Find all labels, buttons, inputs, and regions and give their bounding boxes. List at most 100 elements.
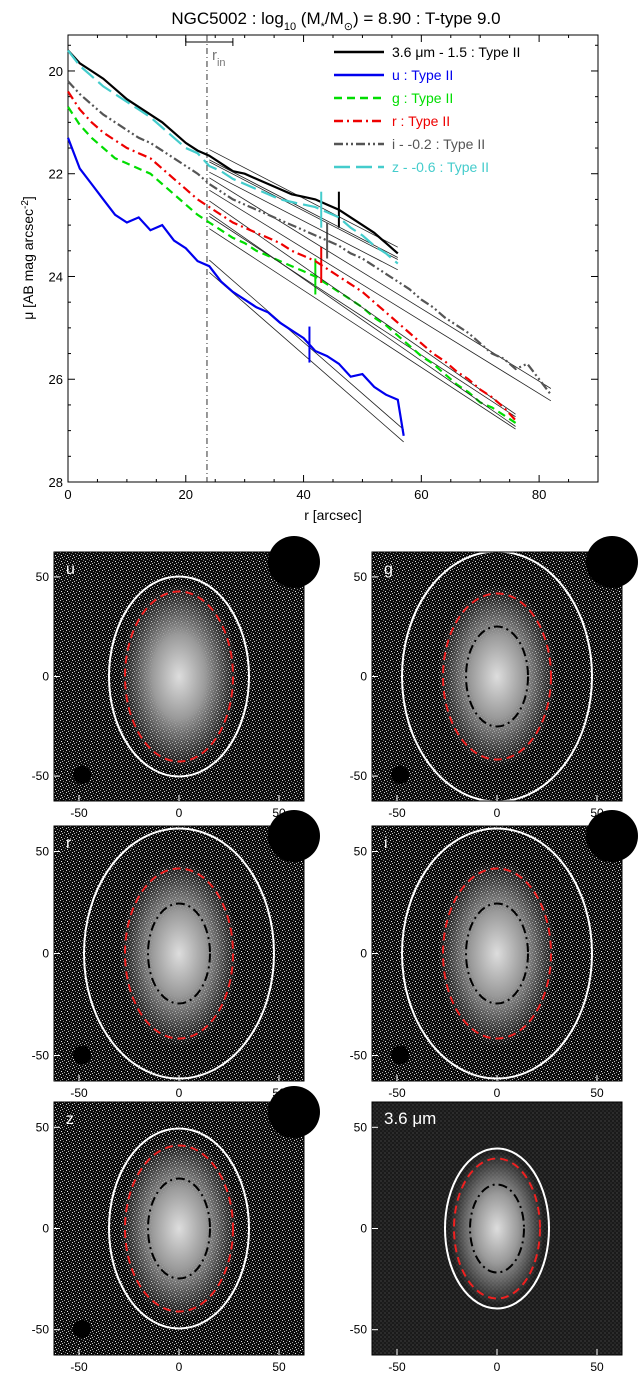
panel-x-tick-label: -50 [70,1360,88,1374]
series-5 [67,49,399,271]
inner-ellipse [465,625,529,728]
mask-region [586,810,638,862]
outer-ellipse [108,1127,250,1330]
series-1 [66,137,405,443]
break-ellipse [124,590,234,763]
panel-y-tick-label: -50 [350,1323,368,1337]
panel-3: i -50 0 50 50 0 -50 [350,810,638,1100]
panel-x-tick-label: 0 [176,1360,183,1374]
galaxy-image [449,1151,545,1306]
outer-ellipse [444,1147,550,1310]
mask-region [391,1046,409,1064]
inner-ellipse [465,902,529,1005]
panel-y-tick-label: -50 [32,1323,50,1337]
legend: 3.6 μm - 1.5 : Type II u : Type II g : Typ… [334,44,520,175]
legend-label: g : Type II [392,90,453,106]
galaxy-image [119,860,239,1047]
panel-y-tick-label: 50 [36,570,50,584]
fit-line [209,212,516,427]
mask-region [268,536,320,588]
fit-line [209,216,516,418]
fit-line [209,171,398,271]
series-layer [66,49,552,443]
break-ellipse [124,1144,234,1313]
legend-label: u : Type II [392,67,453,83]
panel-x-tick-label: 0 [494,806,501,820]
panel-x-tick-label: 50 [272,1360,286,1374]
series-line [67,49,399,255]
panel-y-tick-label: 50 [36,845,50,859]
panel-y-tick-label: 50 [354,845,368,859]
fit-line [209,259,404,430]
y-axis-label: μ [AB mag arcsec-2] [20,196,37,320]
mask-region [73,766,91,784]
mask-region [73,1046,91,1064]
panel-y-tick-label: 0 [360,670,367,684]
image-panels: u-50050500-50g-50050500-50r-50050500-50i… [32,536,638,1374]
series-line [66,137,405,436]
legend-label: r : Type II [392,113,450,129]
break-ellipse [124,867,234,1040]
panel-x-tick-label: -50 [388,1360,406,1374]
fit-line [209,189,552,402]
panel-y-tick-label: 0 [360,1222,367,1236]
legend-label: 3.6 μm - 1.5 : Type II [392,44,520,60]
panel-y-tick-label: -50 [350,769,368,783]
y-tick-label: 28 [49,475,63,490]
x-tick-label: 0 [64,487,71,502]
x-tick-label: 80 [532,487,546,502]
x-tick-label: 20 [179,487,193,502]
mask-region [268,1086,320,1138]
galaxy-image [119,1137,239,1320]
panel-x-tick-label: 0 [176,1086,183,1100]
break-ellipse [442,592,552,761]
series-line [67,80,552,396]
panel-y-tick-label: 0 [42,670,49,684]
x-axis-label: r [arcsec] [304,507,362,523]
inner-ellipse [147,1177,211,1280]
panel-x-tick-label: 50 [590,1360,604,1374]
panel-y-tick-label: 0 [42,1222,49,1236]
panel-label: g [384,561,393,578]
series-line [67,49,399,265]
panel-x-tick-label: -50 [388,1086,406,1100]
x-tick-label: 40 [296,487,310,502]
outer-ellipse [108,575,250,778]
panel-x-tick-label: 0 [176,806,183,820]
panel-x-tick-label: 0 [494,1086,501,1100]
mask-region [391,766,409,784]
panel-y-tick-label: -50 [32,1049,50,1063]
panel-label: i [384,835,388,852]
panel-y-tick-label: -50 [32,769,50,783]
fit-line [209,200,516,415]
galaxy-image [437,860,557,1047]
plot-frame [67,34,599,483]
panel-y-tick-label: 50 [354,1120,368,1134]
series-line [67,90,517,422]
panel-y-tick-label: 50 [36,1120,50,1134]
break-ellipse [442,867,552,1040]
axes-ticks: 0 20 40 60 80 20 22 24 26 28 rin [49,35,598,502]
break-ellipse [453,1157,541,1300]
series-line [67,106,517,424]
panel-x-tick-label: -50 [388,806,406,820]
fit-line [209,161,398,260]
panel-y-tick-label: -50 [350,1049,368,1063]
panel-x-tick-label: 0 [494,1360,501,1374]
panel-x-tick-label: 50 [590,1086,604,1100]
inner-ellipse [147,902,211,1005]
galaxy-image [119,583,239,770]
panel-y-tick-label: 0 [360,947,367,961]
fit-line [209,272,404,443]
x-tick-label: 60 [414,487,428,502]
series-0 [67,49,399,260]
legend-label: i - -0.2 : Type II [392,136,485,152]
y-tick-label: 24 [49,269,63,284]
panel-label: u [66,561,75,578]
galaxy-image [437,585,557,768]
y-tick-label: 20 [49,64,63,79]
